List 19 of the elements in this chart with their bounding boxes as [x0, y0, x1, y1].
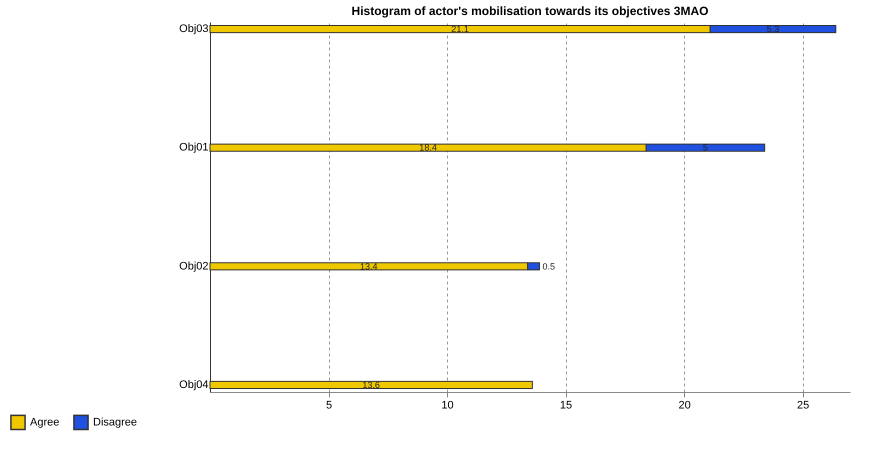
- y-tick-label: Obj04: [179, 378, 208, 391]
- data-label: 18.4: [419, 142, 437, 153]
- data-label: 5: [702, 142, 708, 153]
- x-tick-label: 10: [441, 400, 454, 412]
- legend-label: Agree: [30, 416, 60, 428]
- data-label: 0.5: [542, 261, 555, 272]
- y-tick-label: Obj03: [179, 23, 208, 36]
- y-tick-label: Obj02: [179, 260, 208, 272]
- data-label: 5.3: [766, 24, 780, 34]
- data-label: 13.4: [360, 261, 378, 272]
- x-tick-label: 5: [326, 400, 332, 412]
- x-tick-label: 25: [796, 400, 810, 412]
- data-label: 21.1: [451, 24, 469, 34]
- y-tick-label: Obj01: [179, 142, 208, 154]
- legend-label: Disagree: [93, 416, 138, 428]
- chart-title: Histogram of actor's mobilisation towards its objectives 3MAO: [352, 4, 708, 18]
- x-tick-label: 20: [678, 400, 691, 412]
- x-tick-label: 15: [560, 400, 572, 412]
- data-label: 13.6: [362, 380, 380, 390]
